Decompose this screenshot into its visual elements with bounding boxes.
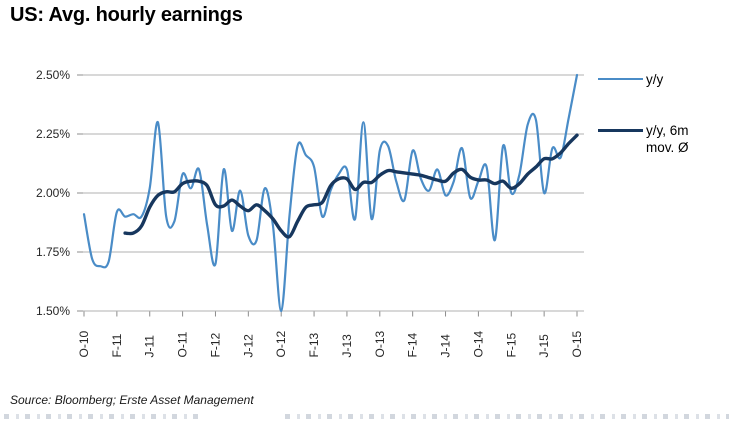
legend-item-6m-mov-avg: y/y, 6m mov. Ø	[598, 122, 689, 156]
svg-text:O-11: O-11	[176, 331, 190, 357]
svg-text:J-11: J-11	[143, 335, 157, 358]
legend-item-yy: y/y	[598, 71, 663, 88]
svg-text:F-14: F-14	[406, 333, 420, 358]
gridlines	[83, 74, 584, 312]
svg-text:F-13: F-13	[307, 333, 321, 358]
svg-text:J-15: J-15	[537, 334, 551, 358]
svg-text:1.75%: 1.75%	[36, 245, 70, 259]
svg-text:O-14: O-14	[471, 330, 485, 357]
legend-line-swatch-6m-mov-avg	[598, 129, 643, 132]
axis-ticks	[77, 74, 578, 317]
legend-line-swatch-yy	[598, 78, 643, 80]
svg-text:O-13: O-13	[373, 330, 387, 357]
svg-text:1.50%: 1.50%	[36, 304, 70, 318]
svg-text:F-11: F-11	[110, 333, 124, 357]
source-note: Source: Bloomberg; Erste Asset Managemen…	[10, 393, 254, 407]
svg-text:2.50%: 2.50%	[36, 68, 70, 82]
series-line-6m-mov-avg	[123, 133, 579, 239]
cropped-text-artifact	[4, 414, 204, 419]
svg-text:O-15: O-15	[570, 330, 584, 357]
page-title: US: Avg. hourly earnings	[10, 4, 243, 26]
y-axis-labels: 2.50% 2.25% 2.00% 1.75% 1.50%	[36, 68, 70, 318]
cropped-text-artifact	[285, 414, 729, 419]
svg-text:J-14: J-14	[439, 334, 453, 358]
legend-label-6m-mov-avg: y/y, 6m mov. Ø	[646, 123, 689, 155]
svg-text:O-10: O-10	[77, 330, 91, 357]
svg-text:J-13: J-13	[340, 334, 354, 358]
x-axis-labels: O-10 F-11 J-11 O-11 F-12 J-12 O-12 F-13 J-13 O-13…	[77, 330, 584, 357]
svg-text:2.00%: 2.00%	[36, 186, 70, 200]
svg-text:F-12: F-12	[208, 333, 222, 358]
legend-label-yy: y/y	[646, 72, 664, 87]
svg-text:O-12: O-12	[274, 330, 288, 357]
svg-text:J-12: J-12	[241, 334, 255, 358]
svg-text:F-15: F-15	[504, 333, 518, 358]
series-line-yy	[82, 73, 579, 313]
svg-text:2.25%: 2.25%	[36, 127, 70, 141]
